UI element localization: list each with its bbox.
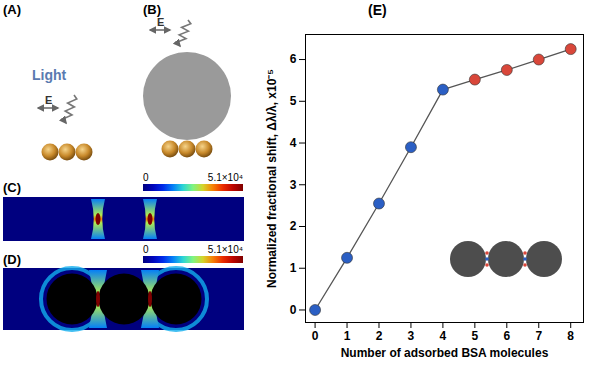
svg-text:2: 2: [290, 219, 297, 233]
svg-text:1: 1: [290, 261, 297, 275]
svg-text:Light: Light: [32, 67, 67, 83]
svg-text:3: 3: [290, 178, 297, 192]
svg-text:0: 0: [290, 303, 297, 317]
svg-text:4: 4: [290, 136, 297, 150]
svg-text:6: 6: [503, 329, 510, 343]
svg-text:0: 0: [312, 329, 319, 343]
svg-text:0: 0: [143, 172, 149, 183]
svg-text:Normalized fractional shift, Δ: Normalized fractional shift, Δλ/λ, x10⁻⁵: [265, 69, 279, 288]
svg-text:5.1×10⁴: 5.1×10⁴: [208, 172, 243, 183]
svg-text:5: 5: [472, 329, 479, 343]
svg-text:8: 8: [567, 329, 574, 343]
svg-text:4: 4: [440, 329, 447, 343]
svg-text:6: 6: [290, 52, 297, 66]
svg-text:(A): (A): [3, 2, 21, 17]
svg-text:2: 2: [376, 329, 383, 343]
svg-text:E: E: [157, 16, 164, 28]
svg-text:5: 5: [290, 94, 297, 108]
svg-text:(C): (C): [3, 180, 21, 195]
svg-text:5.1×10⁴: 5.1×10⁴: [208, 244, 243, 255]
html-text:(E): (E): [368, 2, 387, 18]
svg-text:3: 3: [408, 329, 415, 343]
svg-text:Number of adsorbed BSA molecul: Number of adsorbed BSA molecules: [341, 346, 549, 360]
svg-text:0: 0: [143, 244, 149, 255]
svg-text:E: E: [45, 94, 52, 106]
svg-text:1: 1: [344, 329, 351, 343]
svg-text:(D): (D): [3, 252, 21, 267]
svg-text:(B): (B): [143, 2, 161, 17]
svg-text:7: 7: [535, 329, 542, 343]
